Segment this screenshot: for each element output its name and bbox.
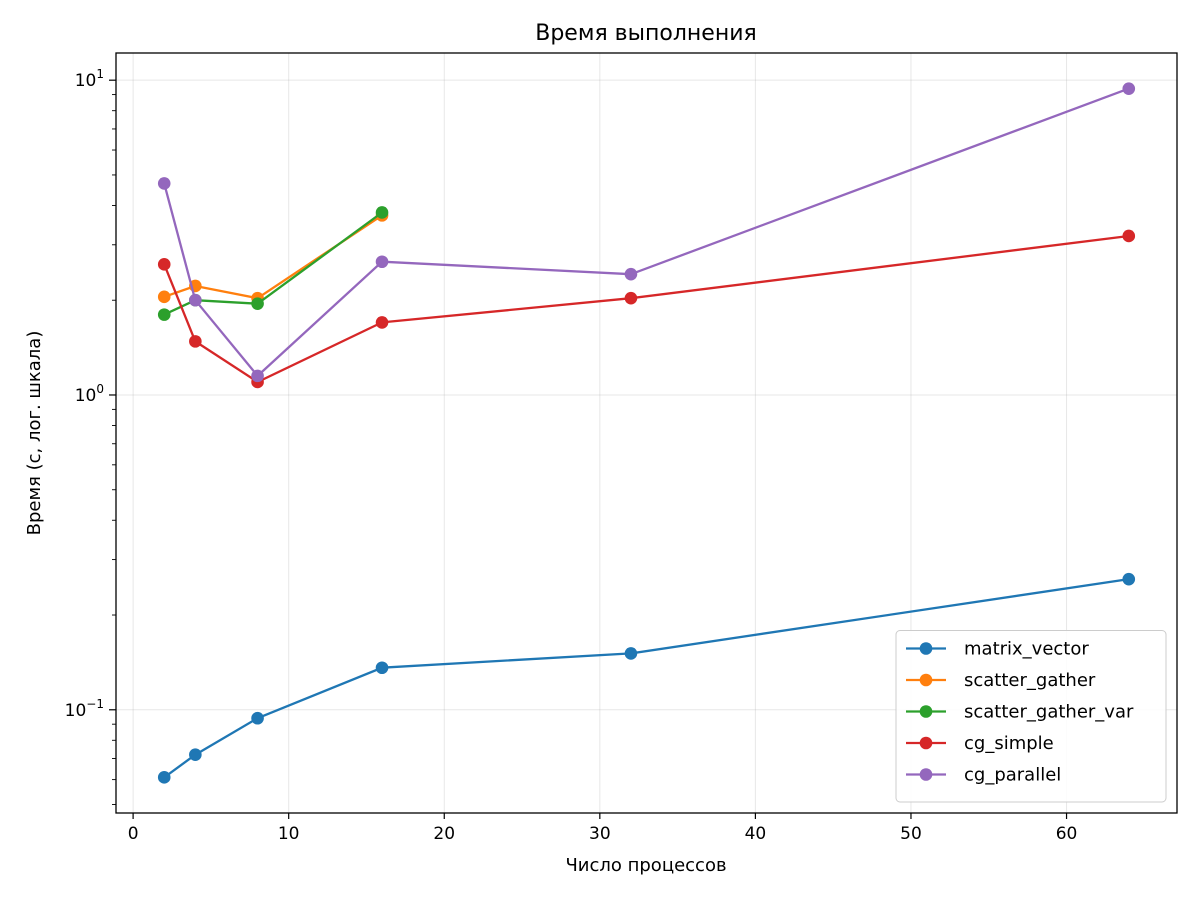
- data-point-cg_parallel: [189, 293, 202, 307]
- y-tick-label: 100: [75, 382, 104, 406]
- y-tick-label-base: 10: [65, 701, 87, 721]
- data-point-scatter_gather_var: [251, 297, 264, 310]
- data-point-cg_simple: [157, 258, 171, 271]
- data-point-scatter_gather_var: [157, 308, 171, 321]
- legend-item-scatter_gather_var: scatter_gather_var: [906, 702, 1134, 723]
- series-line-matrix_vector: [163, 577, 1129, 779]
- legend-label: matrix_vector: [964, 639, 1089, 660]
- legend-swatch-marker: [919, 768, 933, 781]
- x-tick-label: 0: [128, 824, 139, 844]
- data-point-cg_parallel: [375, 255, 389, 269]
- y-tick-label-exponent: 0: [96, 382, 104, 396]
- legend-box: [895, 630, 1167, 803]
- series-cg_parallel: [157, 82, 1136, 383]
- series-cg_simple: [157, 229, 1136, 389]
- data-point-cg_simple: [624, 291, 638, 305]
- legend: matrix_vector scatter_gather scatter_gathe…: [895, 630, 1167, 803]
- data-point-scatter_gather_var: [375, 206, 389, 219]
- legend-swatch-marker: [919, 673, 933, 687]
- series-matrix_vector: [157, 572, 1136, 784]
- x-tick-label: 50: [900, 824, 922, 844]
- y-tick-label: 101: [75, 67, 104, 91]
- legend-item-cg_simple: cg_simple: [906, 733, 1054, 754]
- data-point-cg_simple: [189, 335, 202, 348]
- legend-label: cg_simple: [964, 733, 1054, 754]
- x-tick-label: 20: [433, 824, 455, 844]
- y-axis-title: Время (с, лог. шкала): [24, 331, 45, 536]
- y-tick-label-exponent: −1: [86, 697, 104, 711]
- legend-label: cg_parallel: [964, 765, 1061, 786]
- data-point-cg_simple: [1122, 229, 1136, 243]
- legend-item-scatter_gather: scatter_gather: [906, 670, 1096, 691]
- y-tick-label-exponent: 1: [96, 67, 104, 81]
- series-line-cg_parallel: [163, 87, 1130, 378]
- series-layer: [157, 82, 1136, 784]
- legend-item-cg_parallel: cg_parallel: [906, 765, 1061, 786]
- data-point-cg_simple: [375, 316, 389, 329]
- legend-swatch-marker: [919, 736, 933, 750]
- data-point-matrix_vector: [157, 771, 171, 784]
- y-tick-label-base: 10: [75, 71, 97, 91]
- data-point-matrix_vector: [189, 748, 202, 761]
- data-point-cg_parallel: [157, 177, 171, 190]
- x-tick-label: 60: [1056, 824, 1078, 844]
- legend-item-matrix_vector: matrix_vector: [906, 639, 1089, 660]
- data-point-cg_parallel: [624, 267, 638, 281]
- legend-label: scatter_gather: [964, 670, 1096, 691]
- y-tick-label-base: 10: [75, 386, 97, 406]
- x-tick-label: 10: [278, 824, 300, 844]
- chart-title: Время выполнения: [535, 21, 757, 46]
- data-point-matrix_vector: [1122, 572, 1136, 586]
- data-point-cg_parallel: [251, 369, 264, 383]
- data-point-cg_parallel: [1122, 82, 1136, 95]
- legend-swatch-marker: [919, 705, 933, 718]
- legend-label: scatter_gather_var: [964, 702, 1134, 723]
- x-tick-label: 30: [589, 824, 611, 844]
- legend-swatch-marker: [919, 642, 933, 655]
- data-point-scatter_gather: [157, 290, 171, 304]
- series-line-cg_simple: [163, 234, 1129, 384]
- y-tick-label: 10−1: [65, 697, 104, 721]
- data-point-matrix_vector: [375, 661, 389, 675]
- data-point-matrix_vector: [624, 647, 638, 660]
- series-line-scatter_gather_var: [163, 211, 383, 316]
- x-tick-label: 40: [745, 824, 767, 844]
- data-point-matrix_vector: [251, 711, 264, 725]
- x-axis-title: Число процессов: [565, 855, 726, 876]
- plot-frame: [115, 52, 1178, 814]
